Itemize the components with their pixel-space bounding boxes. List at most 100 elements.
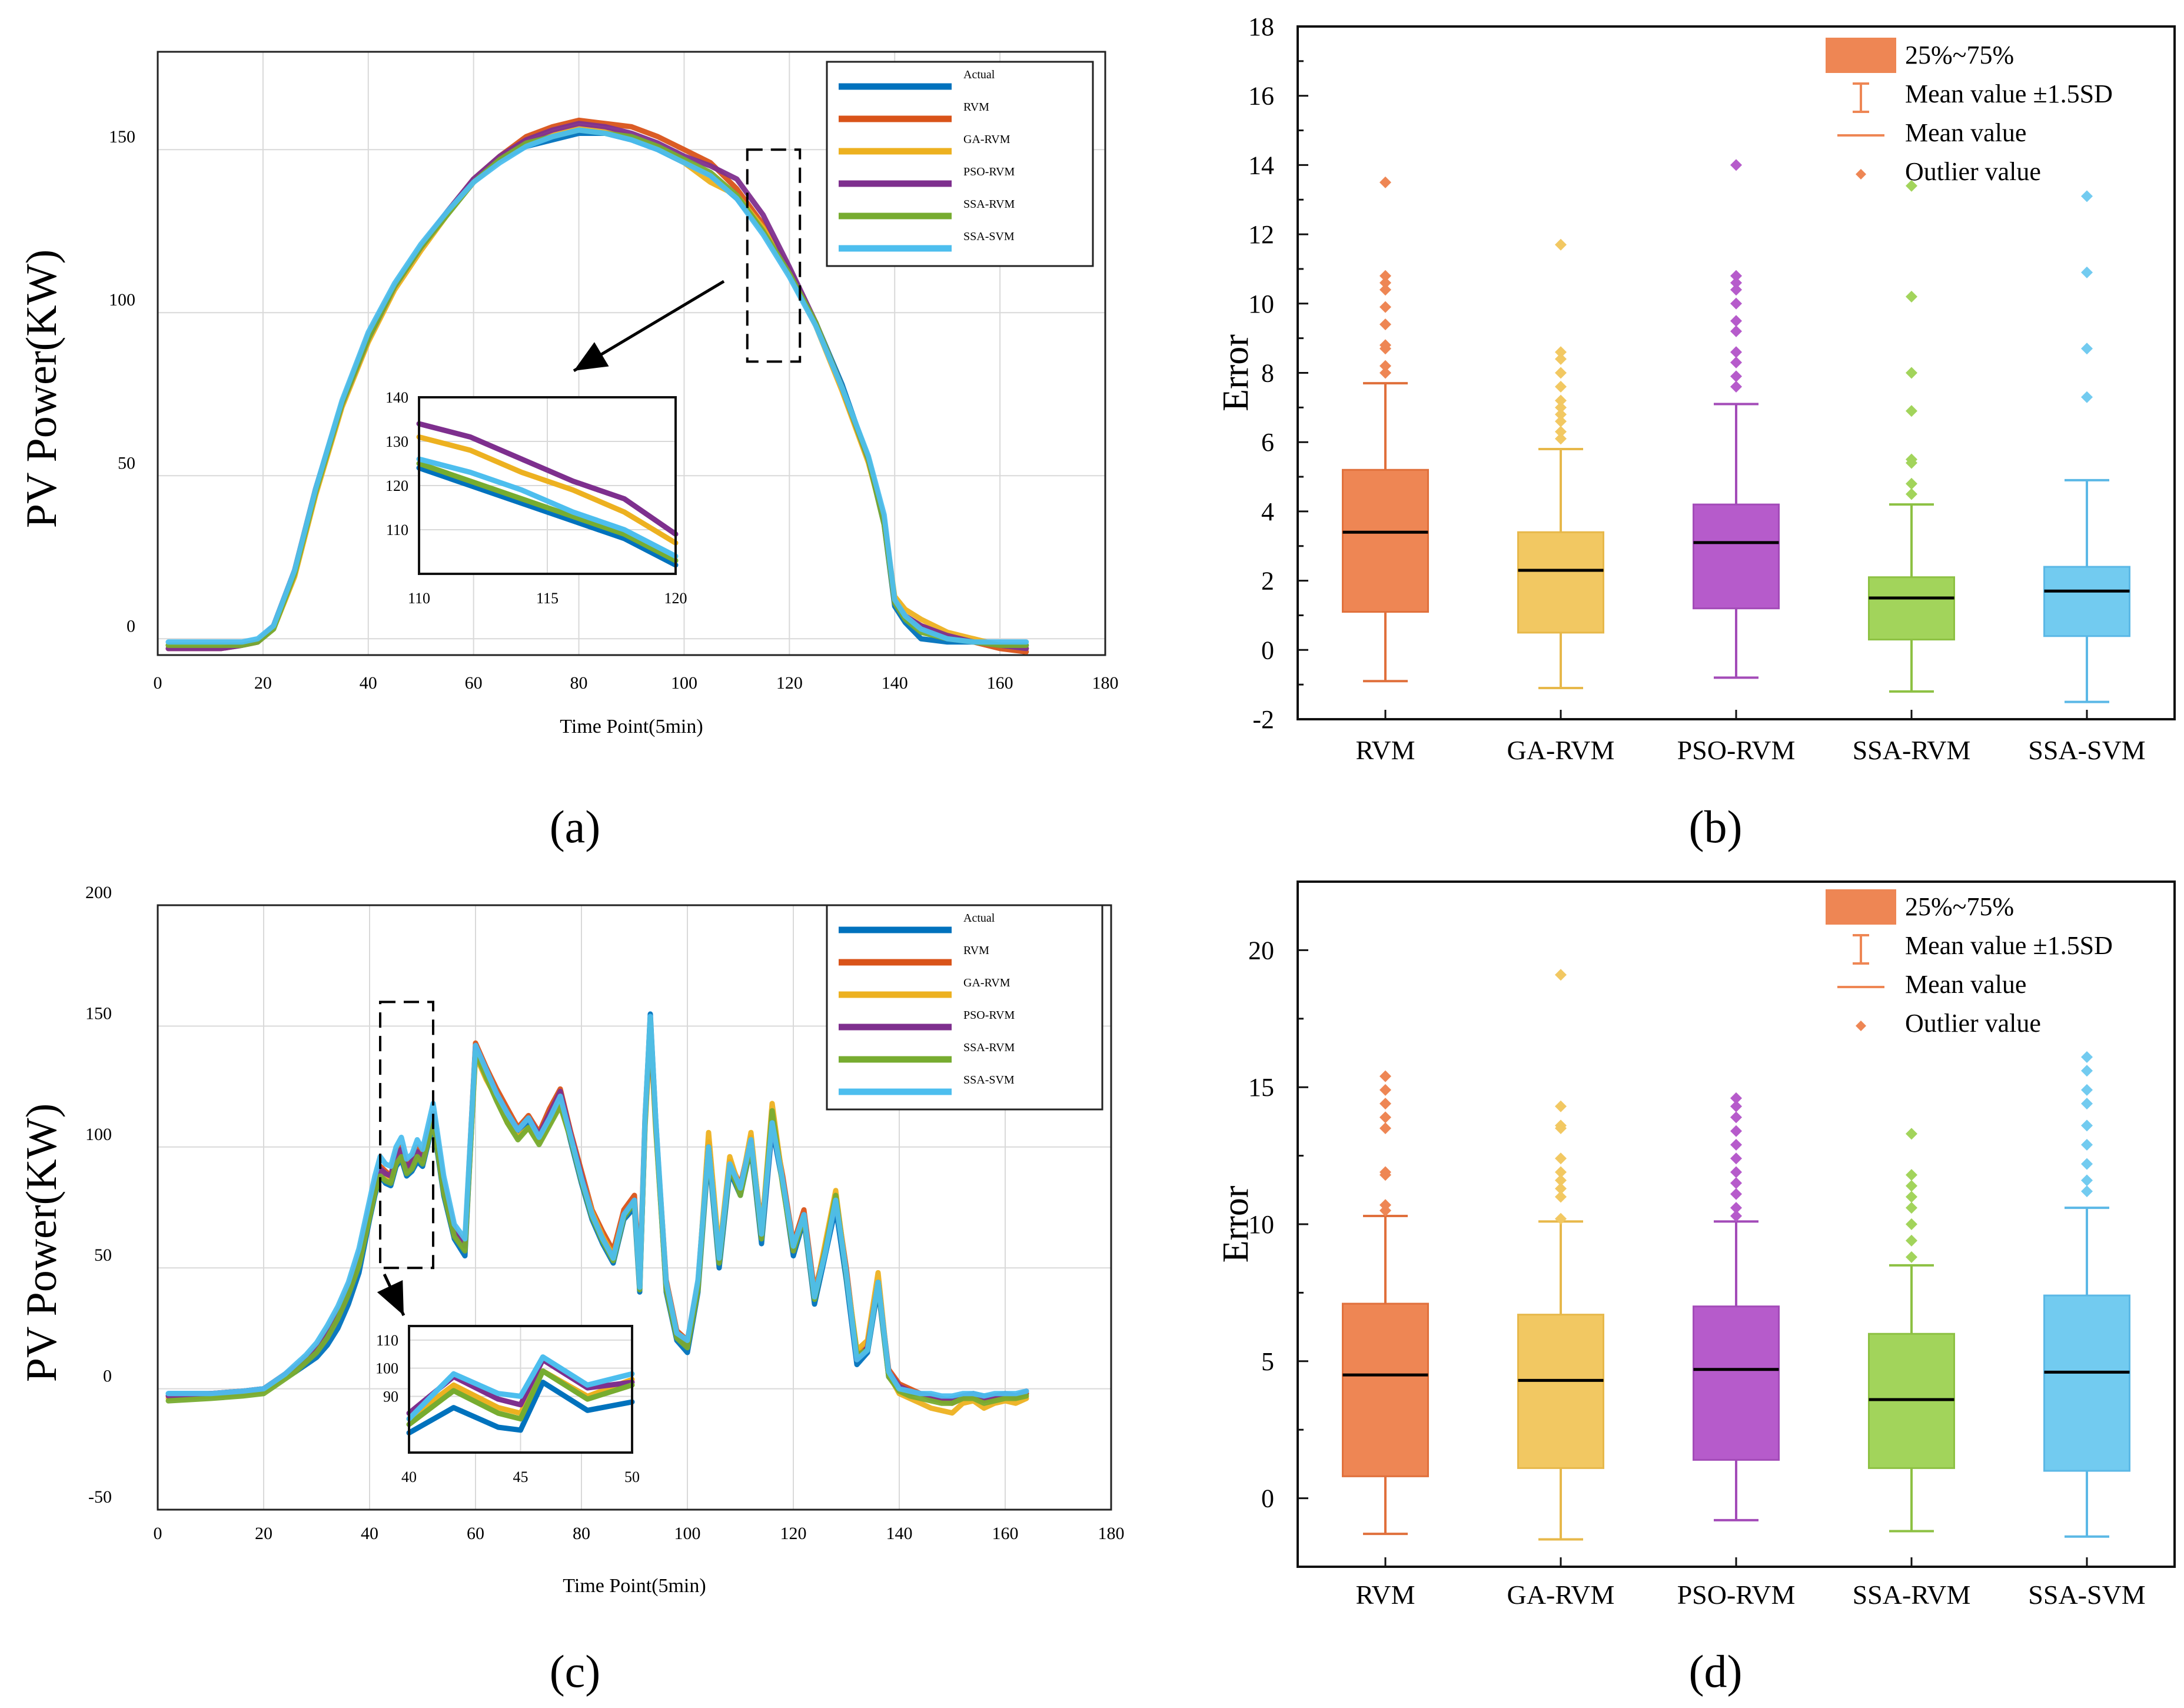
y-tick-label: 200 [85,883,112,902]
x-tick-label: 80 [570,673,588,693]
legend-label: Mean value ±1.5SD [1905,79,2113,108]
outlier-point [1730,346,1742,358]
inset-line-ssa-rvm [406,1368,635,1427]
outlier-point [1730,297,1742,310]
outlier-point [1555,1174,1567,1187]
inset-x-tick-label: 115 [536,590,559,607]
zoom-region-box [746,148,802,363]
outlier-point [1730,356,1742,368]
outlier-point [1555,1212,1567,1225]
x-tick-label: SSA-RVM [1853,1580,1971,1610]
outlier-point [1555,415,1567,427]
legend-label: Mean value [1905,970,2026,999]
legend-label: Outlier value [1905,157,2041,186]
inset: 110 115 120 110 120 130 140 [385,389,687,607]
outlier-point [1555,394,1567,407]
legend-label: Mean value ±1.5SD [1905,931,2113,960]
inset: 40 45 50 90 100 110 [375,1325,640,1486]
outlier-point [1555,1152,1567,1165]
box-rvm [1342,1070,1429,1536]
outlier-point [2081,1185,2093,1198]
outlier-point [1730,325,1742,337]
x-tick-label: 120 [776,673,803,693]
outlier-point [1730,381,1742,393]
caption-c: (c) [549,1646,601,1697]
box-ssa-rvm [1868,1128,1955,1533]
y-axis-label: PV Power(KW) [18,1104,66,1382]
outlier-point [1730,315,1742,327]
box-rvm [1342,176,1429,683]
outlier-point [1379,284,1391,296]
outlier-point [1555,346,1567,358]
legend-swatch-iqr [1826,889,1896,925]
inset-line-actual [416,465,679,568]
x-tick-label: SSA-RVM [1853,735,1971,765]
box-iqr [1342,1302,1429,1477]
outlier-point [1906,1169,1917,1181]
legend-label: 25%~75% [1905,892,2014,921]
box-ssa-rvm [1868,180,1955,693]
y-tick-label: -50 [88,1487,112,1507]
outlier-point [1730,1210,1742,1222]
outlier-point [1730,1138,1742,1151]
y-tick-label: 5 [1261,1347,1274,1376]
x-tick-label: 80 [573,1524,590,1543]
box-iqr [1693,503,1780,610]
y-tick-label: 6 [1261,428,1274,457]
outlier-point [2081,1065,2093,1077]
inset-y-tick-label: 110 [386,521,408,539]
outlier-point [1555,381,1567,393]
x-axis-label: Time Point(5min) [563,1575,706,1597]
box-iqr [1517,531,1604,634]
outlier-point [1906,1251,1917,1263]
inset-frame [408,1325,633,1454]
outlier-point [1730,1092,1742,1104]
legend: 25%~75% Mean value ±1.5SD Mean value Outlie… [1826,38,2113,186]
box-pso-rvm [1693,159,1780,679]
inset-line-ssa-svm [406,1354,635,1422]
outlier-point [1379,277,1391,289]
outlier-point [2081,1138,2093,1151]
x-tick-label: PSO-RVM [1677,1580,1796,1610]
x-tick-label: GA-RVM [1507,735,1615,765]
x-tick-label: 140 [886,1524,913,1543]
outlier-point [1379,360,1391,372]
outlier-point [1379,1084,1391,1096]
outlier-point [1555,1119,1567,1132]
outlier-point [1730,1152,1742,1165]
y-tick-label: 15 [1248,1073,1274,1102]
outlier-point [1379,1199,1391,1211]
box-iqr [1342,468,1429,613]
outlier-point [2081,266,2093,278]
legend-swatch-outlier [1856,1021,1866,1031]
outlier-point [1555,408,1567,421]
x-tick-label: 160 [992,1524,1019,1543]
outlier-point [1379,1111,1391,1124]
inset-y-tick-label: 100 [375,1360,398,1377]
legend-label: Mean value [1905,118,2026,147]
outlier-point [1379,1098,1391,1110]
outlier-point [1555,367,1567,379]
legend-label: SSA-RVM [963,198,1015,211]
outlier-point [1906,1179,1917,1192]
y-tick-label: 100 [85,1125,112,1144]
zoom-arrow-head [377,1280,404,1315]
inset-y-tick-label: 120 [385,477,408,494]
legend: Actual RVM GA-RVM PSO-RVM SSA-RVM SSA-SVM [826,904,1103,1111]
inset-x-tick-label: 45 [513,1468,528,1486]
inset-y-tick-label: 130 [385,433,408,450]
x-tick-label: 20 [255,1524,272,1543]
outlier-point [1906,1218,1917,1230]
legend-label: Actual [963,912,995,925]
outlier-point [1379,339,1391,351]
outlier-point [1555,401,1567,414]
y-tick-label: 0 [1261,636,1274,664]
inset-x-tick-label: 50 [624,1468,640,1486]
y-tick-label: 0 [103,1367,112,1386]
y-tick-label: 50 [118,453,135,473]
outlier-point [1555,1100,1567,1112]
outlier-point [2081,391,2093,403]
outlier-point [1555,1166,1567,1178]
x-tick-label: 100 [671,673,697,693]
